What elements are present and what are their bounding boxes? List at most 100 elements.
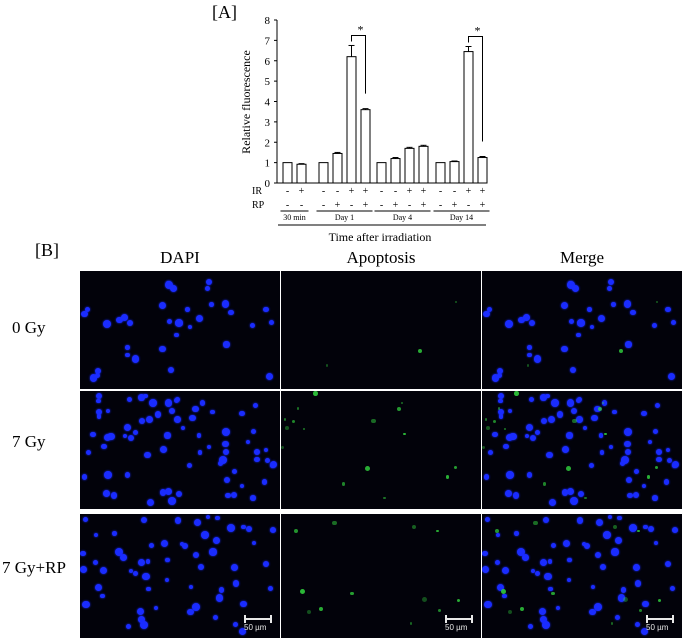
nucleus-dot bbox=[93, 532, 98, 538]
nucleus-dot bbox=[527, 344, 532, 350]
apoptosis-dot bbox=[604, 432, 608, 436]
rp-sign: - bbox=[350, 200, 353, 211]
nucleus-dot bbox=[593, 603, 602, 612]
nucleus-dot bbox=[213, 537, 220, 545]
rp-sign: - bbox=[408, 200, 411, 211]
apoptosis-dot bbox=[484, 418, 487, 421]
apoptosis-dot bbox=[542, 482, 546, 486]
apoptosis-dot bbox=[332, 520, 337, 526]
apoptosis-dot bbox=[325, 364, 329, 367]
apoptosis-dot bbox=[436, 529, 439, 533]
nucleus-dot bbox=[498, 414, 504, 419]
nucleus-dot bbox=[589, 324, 595, 330]
column-header-dapi: DAPI bbox=[160, 248, 200, 267]
panel-a-label: [A] bbox=[212, 2, 237, 22]
nucleus-dot bbox=[106, 409, 111, 414]
nucleus-dot bbox=[528, 624, 534, 629]
nucleus-dot bbox=[614, 614, 621, 621]
nucleus-dot bbox=[534, 570, 541, 577]
panel-b-label: [B] bbox=[35, 240, 59, 260]
nucleus-dot bbox=[556, 411, 564, 418]
nucleus-dot bbox=[512, 492, 520, 499]
apoptosis-dot bbox=[637, 529, 640, 533]
nucleus-dot bbox=[80, 566, 87, 574]
nucleus-dot bbox=[245, 439, 251, 444]
apoptosis-dot bbox=[292, 419, 296, 424]
nucleus-dot bbox=[588, 462, 595, 469]
nucleus-dot bbox=[624, 441, 631, 448]
apoptosis-dot bbox=[655, 300, 658, 303]
nucleus-dot bbox=[561, 445, 569, 453]
nucleus-dot bbox=[269, 320, 275, 325]
nucleus-dot bbox=[193, 552, 200, 559]
nucleus-dot bbox=[131, 355, 140, 363]
nucleus-dot bbox=[132, 570, 139, 577]
nucleus-dot bbox=[199, 400, 206, 407]
nucleus-dot bbox=[175, 490, 183, 498]
apoptosis-dot bbox=[602, 402, 605, 405]
nucleus-dot bbox=[624, 449, 631, 456]
apoptosis-dot bbox=[403, 432, 407, 436]
nucleus-dot bbox=[205, 514, 210, 519]
nucleus-dot bbox=[484, 516, 490, 522]
nucleus-dot bbox=[197, 450, 203, 455]
ir-sign: + bbox=[421, 186, 427, 197]
nucleus-dot bbox=[149, 399, 157, 407]
nucleus-dot bbox=[625, 341, 632, 348]
nucleus-dot bbox=[555, 605, 561, 611]
rp-sign: - bbox=[380, 200, 383, 211]
nucleus-dot bbox=[561, 345, 568, 353]
nucleus-dot bbox=[116, 317, 123, 324]
apoptosis-dot bbox=[412, 525, 417, 530]
nucleus-dot bbox=[146, 587, 151, 592]
nucleus-dot bbox=[174, 332, 179, 338]
nucleus-dot bbox=[125, 352, 130, 358]
nucleus-dot bbox=[651, 322, 657, 328]
rp-sign: + bbox=[480, 200, 486, 211]
apoptosis-dot bbox=[445, 475, 450, 479]
nucleus-dot bbox=[164, 432, 171, 439]
apoptosis-dot bbox=[597, 407, 602, 412]
nucleus-dot bbox=[656, 456, 662, 463]
nucleus-dot bbox=[569, 366, 576, 374]
y-tick-label: 5 bbox=[265, 76, 271, 88]
nucleus-dot bbox=[165, 577, 170, 582]
nucleus-dot bbox=[121, 314, 129, 322]
nucleus-dot bbox=[669, 586, 675, 592]
nucleus-dot bbox=[607, 514, 612, 519]
apoptosis-dot bbox=[485, 425, 490, 430]
nucleus-dot bbox=[483, 474, 490, 480]
micro-panel-dapi-3: 50 µm bbox=[80, 514, 280, 638]
nucleus-dot bbox=[591, 414, 598, 422]
apoptosis-dot bbox=[622, 597, 628, 603]
nucleus-dot bbox=[600, 564, 606, 570]
nucleus-dot bbox=[181, 542, 188, 549]
row-label-7gy-rp: 7 Gy+RP bbox=[2, 558, 66, 577]
nucleus-dot bbox=[222, 441, 229, 448]
nucleus-dot bbox=[666, 447, 671, 452]
nucleus-dot bbox=[482, 566, 489, 574]
apoptosis-dot bbox=[454, 300, 457, 303]
nucleus-dot bbox=[655, 449, 662, 455]
rp-sign: - bbox=[439, 200, 442, 211]
nucleus-dot bbox=[546, 452, 553, 459]
nucleus-dot bbox=[575, 398, 582, 404]
nucleus-dot bbox=[570, 497, 578, 505]
nucleus-dot bbox=[217, 461, 223, 467]
micro-panel-apoptosis-2 bbox=[281, 391, 481, 509]
ir-sign: + bbox=[349, 186, 355, 197]
nucleus-dot bbox=[617, 515, 622, 521]
nucleus-dot bbox=[128, 568, 134, 574]
nucleus-dot bbox=[601, 400, 608, 407]
group-label: Day 4 bbox=[393, 213, 412, 222]
nucleus-dot bbox=[81, 310, 88, 317]
apoptosis-dot bbox=[619, 349, 624, 354]
apoptosis-dot bbox=[654, 466, 658, 470]
nucleus-dot bbox=[577, 490, 585, 498]
nucleus-dot bbox=[524, 433, 529, 439]
apoptosis-dot bbox=[572, 419, 577, 424]
nucleus-dot bbox=[95, 372, 101, 378]
nucleus-dot bbox=[136, 607, 144, 615]
apoptosis-dot bbox=[396, 407, 401, 412]
nucleus-dot bbox=[191, 603, 200, 612]
